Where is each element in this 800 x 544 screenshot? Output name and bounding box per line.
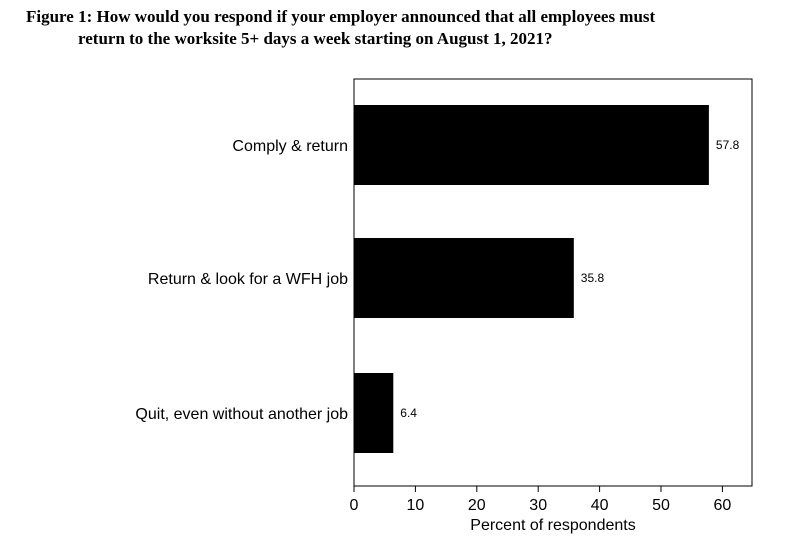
category-label-3: Quit, even without another job	[135, 406, 348, 423]
chart-title-line-2: return to the worksite 5+ days a week st…	[78, 29, 553, 48]
bar-3	[354, 373, 394, 453]
chart-title: Figure 1: How would you respond if your …	[0, 6, 800, 50]
value-label-1: 57.8	[716, 138, 740, 152]
bar-1	[354, 105, 709, 185]
bar-2	[354, 238, 574, 318]
x-axis: 0 10 20 30 40 50 60	[350, 485, 752, 514]
value-label-2: 35.8	[581, 271, 605, 285]
category-label-2: Return & look for a WFH job	[148, 271, 348, 288]
bars-group: Comply & return 57.8 Return & look for a W…	[135, 105, 740, 453]
x-tick-label-60: 60	[714, 497, 732, 514]
x-tick-label-50: 50	[652, 497, 670, 514]
chart-title-line-1: Figure 1: How would you respond if your …	[26, 7, 656, 26]
x-tick-label-0: 0	[350, 497, 359, 514]
x-axis-label: Percent of respondents	[470, 517, 635, 534]
x-tick-label-20: 20	[468, 497, 486, 514]
x-tick-label-10: 10	[407, 497, 425, 514]
x-tick-label-40: 40	[591, 497, 609, 514]
category-label-1: Comply & return	[232, 138, 348, 155]
x-tick-label-30: 30	[529, 497, 547, 514]
value-label-3: 6.4	[400, 406, 417, 420]
